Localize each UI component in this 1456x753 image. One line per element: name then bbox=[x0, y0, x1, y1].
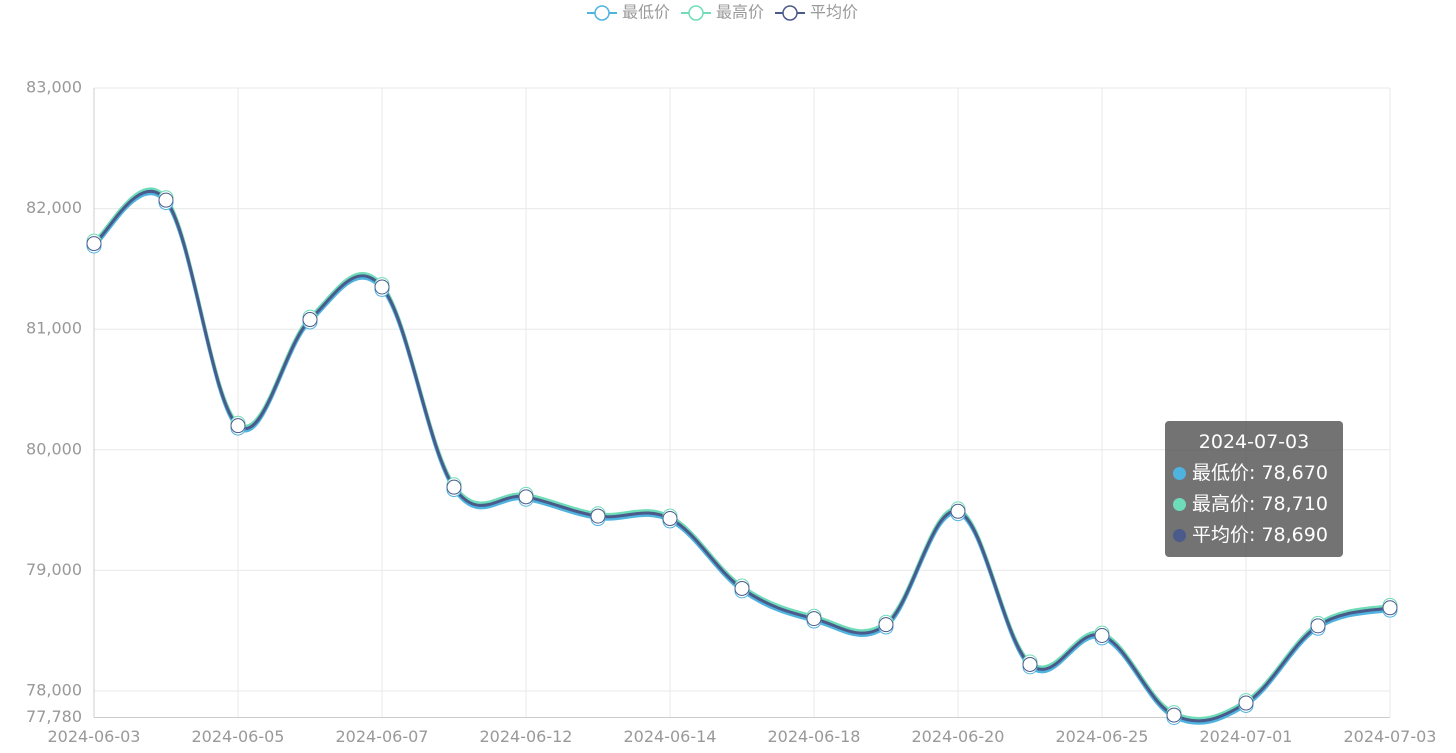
y-tick-label: 83,000 bbox=[26, 78, 82, 97]
x-tick-label: 2024-06-07 bbox=[336, 727, 429, 746]
tooltip: 2024-07-03 最低价: 78,670 最高价: 78,710 平均价: 78… bbox=[1165, 421, 1343, 557]
x-tick-label: 2024-06-03 bbox=[48, 727, 141, 746]
point bbox=[158, 192, 174, 208]
tooltip-dot bbox=[1173, 498, 1186, 511]
point bbox=[590, 508, 606, 524]
y-tick-label: 81,000 bbox=[26, 319, 82, 338]
point bbox=[1166, 707, 1182, 723]
x-tick-label: 2024-07-01 bbox=[1200, 727, 1293, 746]
y-tick-label: 77,780 bbox=[26, 707, 82, 726]
legend-label: 最低价 bbox=[622, 3, 670, 22]
y-tick-label: 78,000 bbox=[26, 680, 82, 699]
tooltip-dot bbox=[1173, 529, 1186, 542]
legend-label: 平均价 bbox=[810, 3, 858, 22]
point bbox=[806, 611, 822, 627]
x-tick-label: 2024-06-18 bbox=[768, 727, 861, 746]
y-tick-label: 80,000 bbox=[26, 439, 82, 458]
x-tick-label: 2024-06-05 bbox=[192, 727, 285, 746]
point bbox=[518, 489, 534, 505]
tooltip-title: 2024-07-03 bbox=[1198, 431, 1310, 453]
point bbox=[230, 418, 246, 434]
legend-icon bbox=[594, 5, 610, 21]
tooltip-name: 平均价 bbox=[1192, 524, 1250, 546]
tooltip-name: 最低价 bbox=[1192, 462, 1250, 484]
point bbox=[302, 312, 318, 328]
legend-icon bbox=[782, 5, 798, 21]
x-tick-label: 2024-06-20 bbox=[912, 727, 1005, 746]
y-tick-label: 79,000 bbox=[26, 560, 82, 579]
point bbox=[950, 503, 966, 519]
legend-label: 最高价 bbox=[716, 3, 764, 22]
point bbox=[1382, 600, 1398, 616]
point bbox=[1022, 656, 1038, 672]
point bbox=[1238, 695, 1254, 711]
legend-icon bbox=[688, 5, 704, 21]
tooltip-row: 平均价: 78,690 bbox=[1165, 520, 1343, 551]
tooltip-name: 最高价 bbox=[1192, 493, 1250, 515]
point bbox=[1094, 627, 1110, 643]
x-tick-label: 2024-06-12 bbox=[480, 727, 573, 746]
tooltip-value: 78,710 bbox=[1261, 493, 1328, 515]
y-tick-label: 82,000 bbox=[26, 198, 82, 217]
tooltip-row: 最高价: 78,710 bbox=[1165, 489, 1343, 520]
point bbox=[734, 580, 750, 596]
x-tick-label: 2024-07-03 bbox=[1344, 727, 1437, 746]
tooltip-dot bbox=[1173, 467, 1186, 480]
point bbox=[374, 279, 390, 295]
tooltip-value: 78,690 bbox=[1261, 524, 1328, 546]
point bbox=[446, 479, 462, 495]
point bbox=[662, 511, 678, 527]
x-tick-label: 2024-06-14 bbox=[624, 727, 717, 746]
point bbox=[1310, 618, 1326, 634]
tooltip-row: 最低价: 78,670 bbox=[1165, 458, 1343, 489]
point bbox=[878, 617, 894, 633]
x-tick-label: 2024-06-25 bbox=[1056, 727, 1149, 746]
series-line bbox=[93, 189, 1391, 723]
point bbox=[86, 236, 102, 252]
tooltip-value: 78,670 bbox=[1261, 462, 1328, 484]
